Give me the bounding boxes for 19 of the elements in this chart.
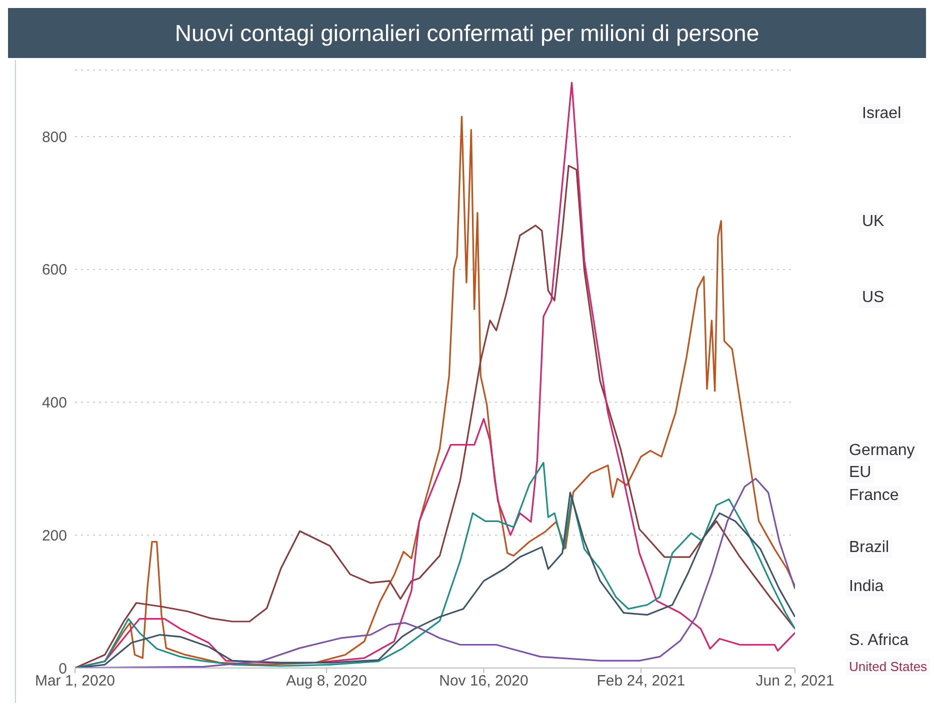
text: S. Africa: [846, 631, 912, 651]
y-tick-label: 200: [42, 527, 67, 544]
y-tick-label: 400: [42, 394, 67, 412]
text: France: [846, 486, 902, 506]
text: UK: [859, 212, 888, 232]
text: Germany: [846, 441, 918, 461]
x-tick-label: Feb 24, 2021: [596, 672, 686, 690]
text: EU: [846, 463, 874, 483]
chart-title: Nuovi contagi giornalieri confermati per milioni di persone: [8, 8, 926, 58]
text: Israel: [859, 104, 904, 124]
x-tick-label: Aug 8, 2020: [286, 672, 367, 690]
text: United States: [846, 658, 930, 675]
text: India: [846, 577, 887, 597]
x-tick-label: Nov 16, 2020: [439, 672, 528, 690]
text: US: [859, 288, 888, 308]
x-tick-label: Jun 2, 2021: [756, 672, 834, 690]
text: Brazil: [846, 538, 892, 558]
y-tick-label: 800: [42, 128, 67, 146]
y-tick-label: 600: [42, 262, 67, 279]
